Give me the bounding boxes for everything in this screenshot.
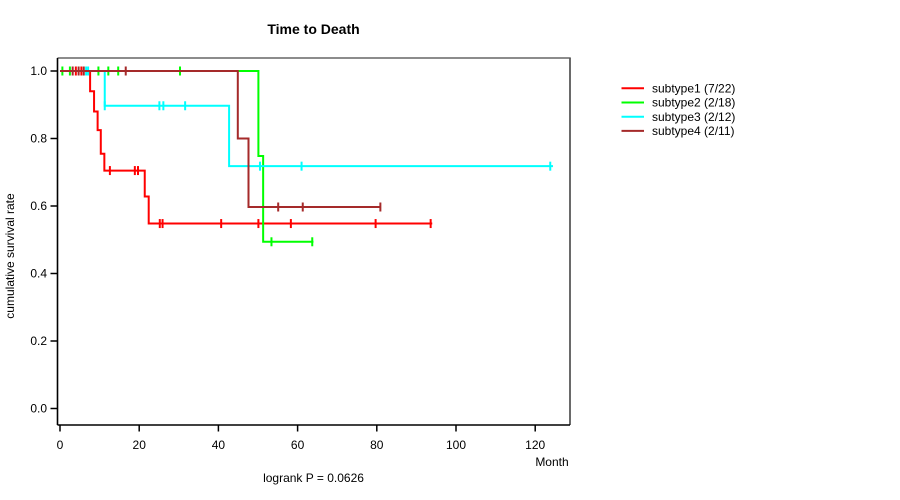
- x-axis-label: Month: [535, 455, 568, 469]
- survival-curve-subtype1: [60, 70, 433, 225]
- x-tick-label: 100: [446, 438, 466, 452]
- x-tick-label: 120: [525, 438, 545, 452]
- x-tick-label: 0: [57, 438, 64, 452]
- legend-label: subtype2 (2/18): [652, 96, 735, 110]
- survival-curve-subtype3: [60, 70, 554, 168]
- y-tick-label: 0.2: [30, 334, 47, 348]
- y-tick-label: 0.6: [30, 199, 47, 213]
- survival-series-2: [60, 66, 314, 247]
- legend-label: subtype1 (7/22): [652, 82, 735, 96]
- chart-title: Time to Death: [267, 21, 359, 37]
- x-tick-label: 40: [212, 438, 226, 452]
- y-axis-ticks: 0.0 0.2 0.4 0.6 0.8 1.0: [30, 64, 58, 416]
- survival-series-4: [60, 66, 382, 212]
- legend-item: subtype2 (2/18): [621, 96, 735, 110]
- survival-curve-subtype2: [60, 70, 314, 243]
- survival-series-1: [60, 66, 433, 229]
- legend: subtype1 (7/22)subtype2 (2/18)subtype3 (…: [621, 82, 735, 138]
- x-tick-label: 60: [291, 438, 305, 452]
- x-tick-label: 20: [133, 438, 147, 452]
- legend-item: subtype3 (2/12): [621, 110, 735, 124]
- survival-curve-subtype4: [60, 70, 381, 209]
- y-tick-label: 1.0: [30, 64, 47, 78]
- x-axis-ticks: 0 20 40 60 80 100 120: [57, 425, 546, 452]
- y-tick-label: 0.4: [30, 267, 47, 281]
- legend-item: subtype4 (2/11): [621, 124, 735, 138]
- logrank-annotation: logrank P = 0.0626: [263, 471, 364, 485]
- legend-label: subtype3 (2/12): [652, 110, 735, 124]
- survival-series-3: [60, 66, 554, 171]
- y-axis-label: cumulative survival rate: [3, 193, 17, 319]
- legend-item: subtype1 (7/22): [621, 82, 735, 96]
- y-tick-label: 0.8: [30, 132, 47, 146]
- legend-label: subtype4 (2/11): [652, 124, 735, 138]
- x-tick-label: 80: [370, 438, 384, 452]
- y-tick-label: 0.0: [30, 402, 47, 416]
